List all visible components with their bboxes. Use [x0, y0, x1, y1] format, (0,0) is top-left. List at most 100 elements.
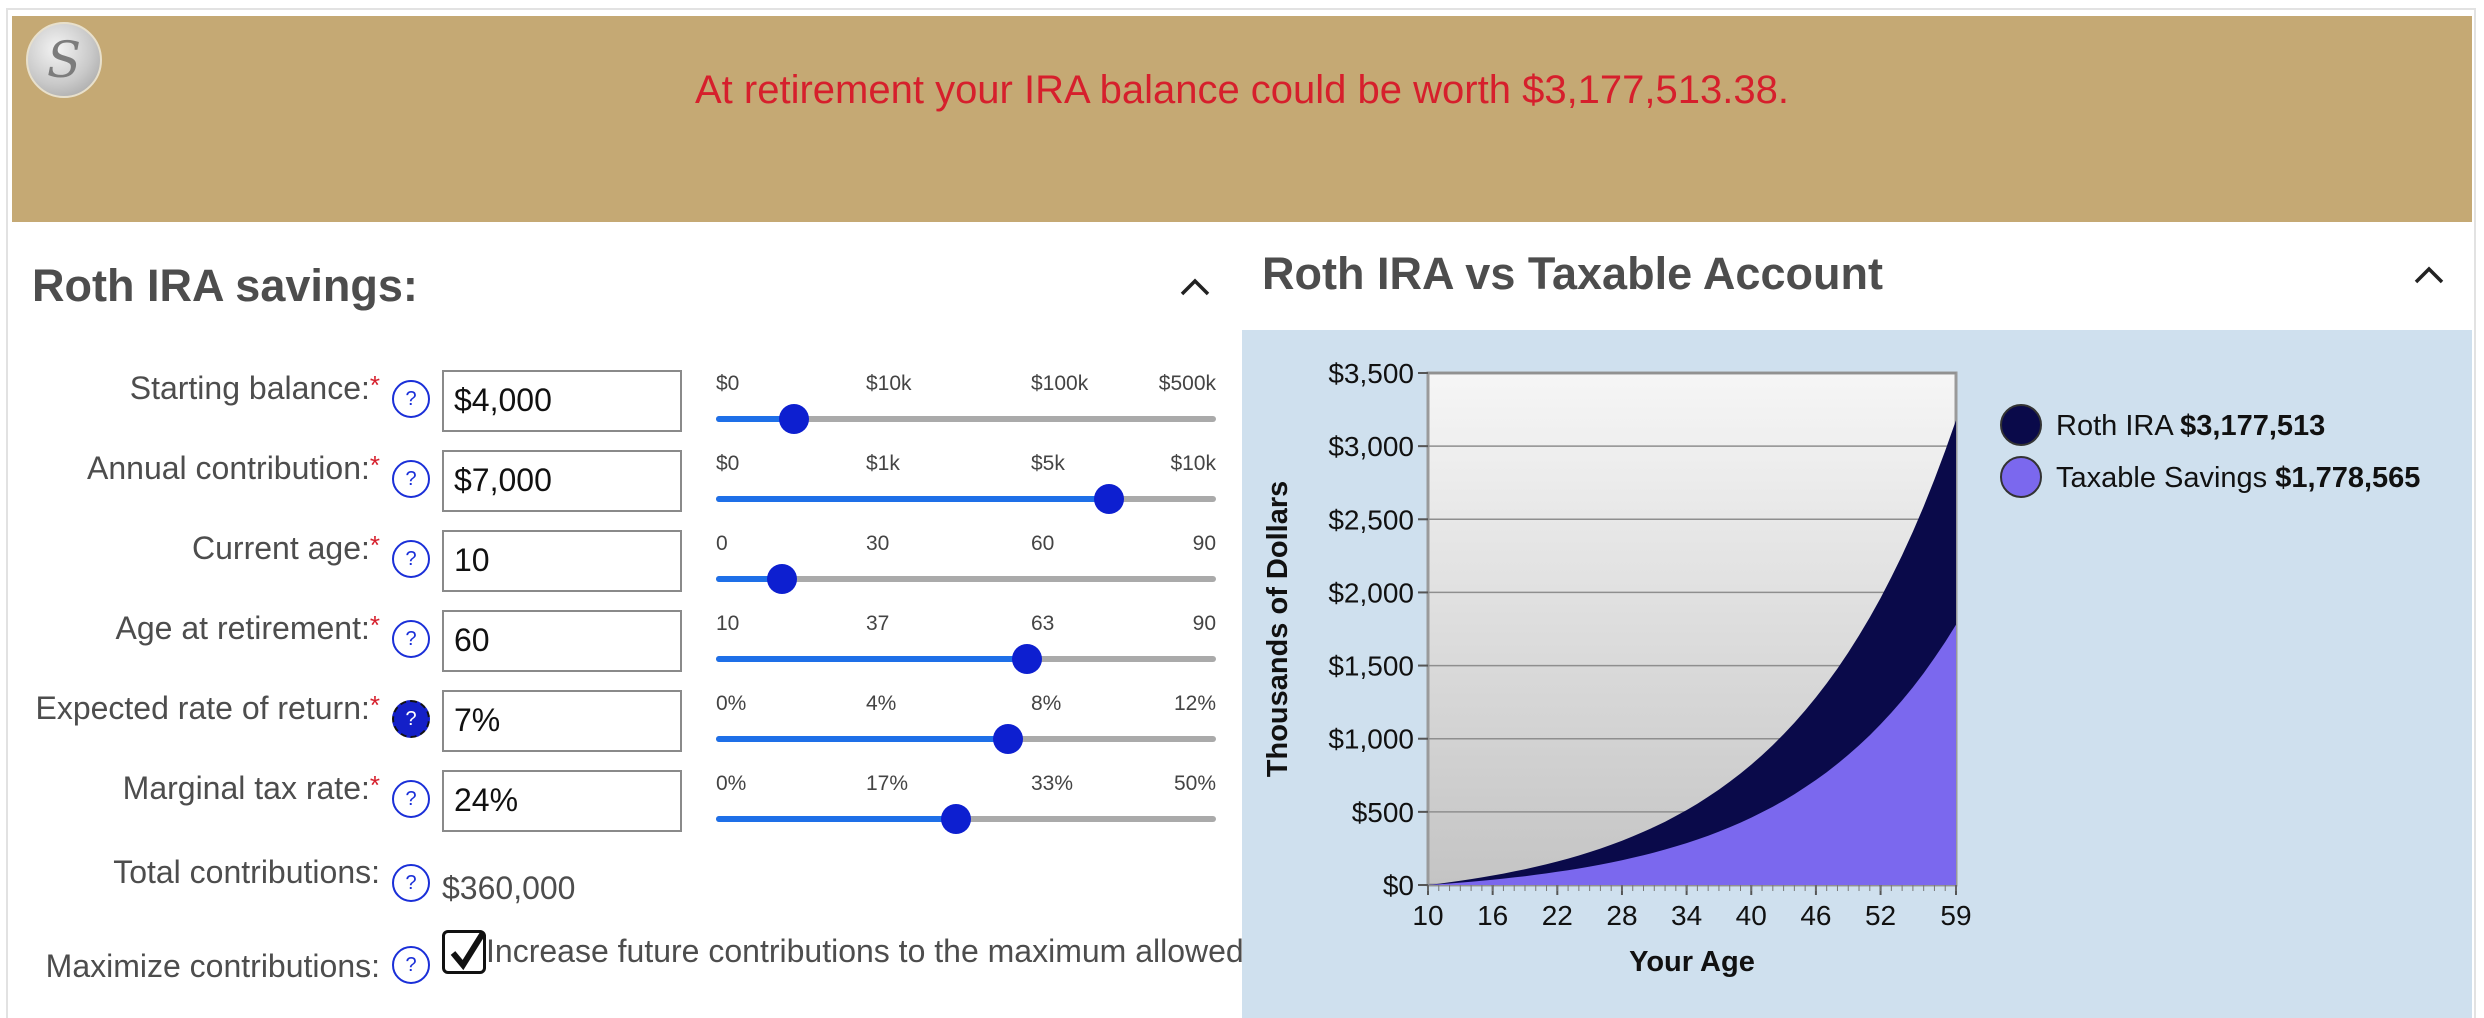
maximize-checkbox-text: Increase future contributions to the max… [486, 933, 1244, 969]
value-slider[interactable]: $0 $10k $100k $500k [716, 372, 1216, 442]
help-maximize-icon[interactable]: ? [392, 946, 430, 984]
x-tick-label: 52 [1865, 900, 1896, 931]
slider-tick-label: 90 [1192, 612, 1216, 635]
value-input[interactable]: 24% [442, 770, 682, 832]
slider-handle[interactable] [1012, 644, 1042, 674]
slider-tick-label: 0 [716, 532, 728, 555]
collapse-savings-chevron-icon[interactable] [1178, 270, 1212, 304]
slider-tick-label: 50% [1173, 772, 1216, 795]
field-label: Current age:* [192, 530, 380, 566]
slider-handle[interactable] [992, 724, 1023, 754]
window-frame [6, 8, 2476, 1018]
slider-tick-label: 10 [716, 612, 740, 635]
legend-roth-value: $3,177,513 [2180, 410, 2326, 442]
value-input[interactable]: 10 [442, 530, 682, 592]
slider-fill [716, 496, 1109, 502]
help-icon[interactable]: ? [392, 540, 430, 578]
slider-fill [716, 576, 782, 582]
slider-tick-label: $10k [1170, 452, 1216, 475]
result-banner [12, 16, 2472, 222]
help-total-contributions-icon[interactable]: ? [392, 864, 430, 902]
x-axis-label: Your Age [1629, 946, 1755, 978]
taxable-savings-area [1428, 624, 1956, 885]
slider-handle[interactable] [1093, 484, 1124, 514]
slider-tick-label: 8% [1031, 692, 1062, 715]
globe-logo-icon: S [26, 22, 102, 98]
y-tick-label: $2,500 [1328, 504, 1414, 535]
legend-taxable-name: Taxable Savings [2056, 462, 2268, 494]
help-icon[interactable]: ? [392, 620, 430, 658]
slider-track[interactable] [716, 576, 1216, 582]
x-tick-label: 40 [1736, 900, 1767, 931]
slider-fill [716, 816, 956, 822]
slider-fill [716, 656, 1027, 662]
slider-tick-label: 37 [866, 612, 890, 635]
help-icon[interactable]: ? [392, 780, 430, 818]
y-tick-label: $2,000 [1328, 577, 1414, 608]
slider-tick-label: 0% [716, 772, 747, 795]
help-icon[interactable]: ? [392, 700, 430, 738]
y-tick-label: $500 [1352, 797, 1414, 828]
field-label: Expected rate of return:* [35, 690, 380, 726]
value-slider[interactable]: 10 37 63 90 [716, 612, 1216, 682]
y-tick-label: $0 [1383, 870, 1414, 901]
field-label: Starting balance:* [129, 370, 380, 406]
slider-tick-label: $100k [1031, 372, 1089, 395]
slider-tick-label: 90 [1192, 532, 1216, 555]
legend-roth-name: Roth IRA [2056, 410, 2173, 442]
slider-tick-label: $1k [866, 452, 900, 475]
y-tick-label: $1,500 [1328, 651, 1414, 682]
checkmark-icon [450, 931, 486, 971]
field-label: Age at retirement:* [115, 610, 380, 646]
legend-roth-dot-icon [2000, 404, 2042, 446]
x-tick-label: 16 [1477, 900, 1508, 931]
slider-tick-label: 0% [716, 692, 747, 715]
legend-taxable-dot-icon [2000, 456, 2042, 498]
field-label: Marginal tax rate:* [122, 770, 380, 806]
slider-tick-label: $0 [716, 372, 740, 395]
roth-ira-area [1428, 420, 1956, 885]
maximize-contributions-label: Maximize contributions: [45, 948, 380, 984]
slider-fill [716, 416, 794, 422]
x-tick-label: 34 [1671, 900, 1702, 931]
slider-tick-label: 33% [1031, 772, 1074, 795]
slider-tick-label: 63 [1031, 612, 1055, 635]
x-tick-label: 59 [1940, 900, 1971, 931]
x-tick-label: 28 [1606, 900, 1637, 931]
comparison-chart: 10 16 22 28 34 40 46 52 59 $0 $500 $1,000 $1,500 $2,… [1262, 358, 1972, 978]
value-input[interactable]: $4,000 [442, 370, 682, 432]
value-input[interactable]: $7,000 [442, 450, 682, 512]
field-label: Annual contribution:* [87, 450, 380, 486]
collapse-chart-chevron-icon[interactable] [2412, 258, 2446, 292]
savings-section-title: Roth IRA savings: [32, 260, 418, 311]
value-input[interactable]: 60 [442, 610, 682, 672]
value-slider[interactable]: 0% 4% 8% 12% [716, 692, 1216, 762]
value-slider[interactable]: 0 30 60 90 [716, 532, 1216, 602]
x-tick-label: 22 [1542, 900, 1573, 931]
slider-track[interactable] [716, 416, 1216, 422]
slider-handle[interactable] [767, 564, 797, 594]
slider-tick-label: 12% [1173, 692, 1216, 715]
y-axis-label: Thousands of Dollars [1262, 481, 1294, 777]
chart-panel-header [1242, 222, 2472, 330]
legend-taxable-value: $1,778,565 [2275, 462, 2421, 494]
retirement-balance-message: At retirement your IRA balance could be … [694, 68, 1789, 112]
value-slider[interactable]: 0% 17% 33% 50% [716, 772, 1216, 842]
value-input[interactable]: 7% [442, 690, 682, 752]
y-tick-label: $3,500 [1328, 358, 1414, 389]
help-icon[interactable]: ? [392, 460, 430, 498]
slider-tick-label: 30 [866, 532, 890, 555]
maximize-checkbox[interactable] [442, 930, 486, 974]
total-contributions-value: $360,000 [442, 870, 576, 906]
slider-tick-label: $10k [866, 372, 912, 395]
slider-tick-label: 60 [1031, 532, 1055, 555]
value-slider[interactable]: $0 $1k $5k $10k [716, 452, 1216, 522]
slider-tick-label: $0 [716, 452, 740, 475]
help-icon[interactable]: ? [392, 380, 430, 418]
slider-handle[interactable] [941, 804, 971, 834]
total-contributions-label: Total contributions: [113, 854, 380, 890]
slider-tick-label: $5k [1031, 452, 1065, 475]
x-tick-label: 46 [1800, 900, 1831, 931]
slider-handle[interactable] [778, 404, 809, 434]
slider-tick-label: 17% [866, 772, 909, 795]
